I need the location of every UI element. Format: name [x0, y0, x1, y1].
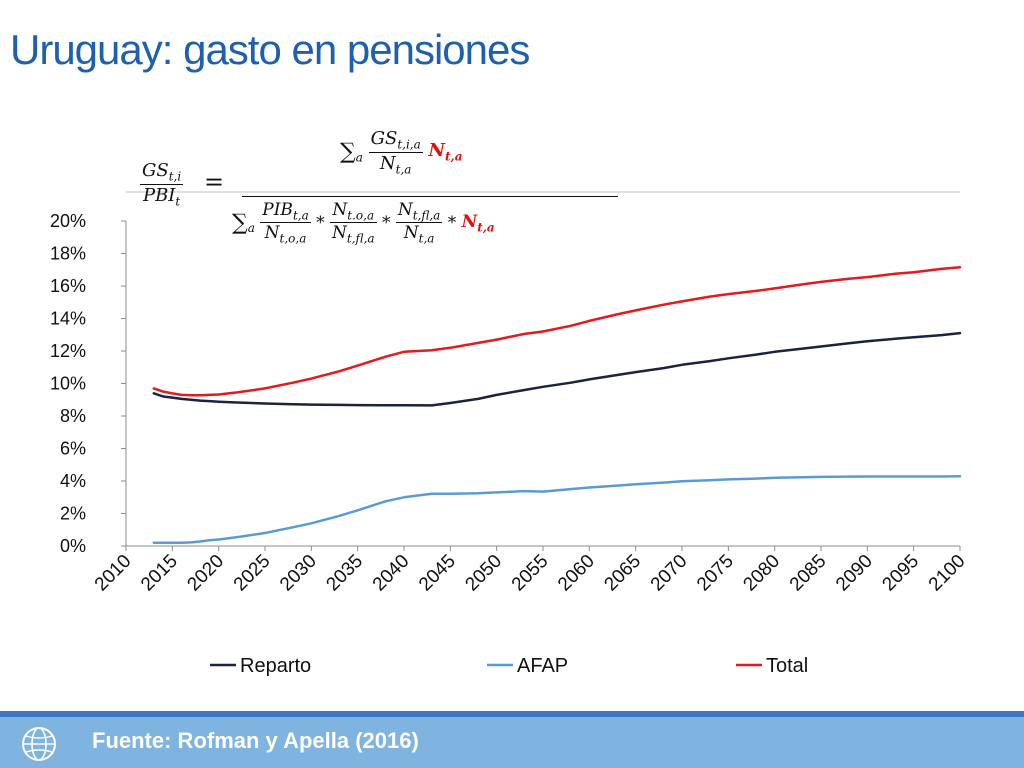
series-lines: [152, 266, 962, 545]
y-tick-label: 12%: [50, 341, 86, 361]
y-tick-label: 16%: [50, 276, 86, 296]
x-tick-label: 2075: [693, 551, 738, 596]
x-tick-label: 2015: [137, 551, 182, 596]
pension-spending-chart: 0%2%4%6%8%10%12%14%16%18%20% 2010 2015 202…: [50, 191, 970, 677]
y-tick-label: 2%: [60, 504, 86, 524]
x-tick-label: 2020: [183, 551, 228, 596]
formula-denominator: ∑a PIBt,a Nt,o,a * Nt.o,a Nt,fl,a * Nt,f…: [232, 200, 495, 246]
y-tick-label: 10%: [50, 374, 86, 394]
x-tick-label: 2045: [415, 551, 460, 596]
x-tick-label: 2070: [647, 551, 692, 596]
formula-numerator: ∑a GSt,i,a Nt,a Nt,a: [340, 128, 463, 177]
legend-label-total: Total: [766, 655, 808, 677]
y-tick-label: 8%: [60, 406, 86, 426]
x-tick-label: 2060: [554, 551, 599, 596]
y-tick-label: 6%: [60, 439, 86, 459]
x-tick-label: 2090: [832, 551, 877, 596]
formula-equals: =: [204, 168, 225, 196]
x-tick-label: 2040: [369, 551, 414, 596]
footer: Fuente: Rofman y Apella (2016): [0, 717, 1024, 768]
y-tick-label: 4%: [60, 471, 86, 491]
x-tick-label: 2025: [230, 551, 275, 596]
formula-main-bar: [242, 196, 618, 197]
legend-label-afap: AFAP: [517, 655, 568, 677]
x-tick-label: 2010: [91, 551, 136, 596]
y-tick-label: 0%: [60, 536, 86, 556]
globe-icon: [22, 727, 56, 761]
series-line-afap: [152, 475, 962, 545]
legend-label-reparto: Reparto: [240, 655, 311, 677]
y-tick-label: 20%: [50, 211, 86, 231]
slide-title: Uruguay: gasto en pensiones: [10, 26, 530, 73]
x-tick-label: 2080: [739, 551, 784, 596]
series-line-reparto: [152, 331, 962, 407]
source-note: Fuente: Rofman y Apella (2016): [92, 728, 419, 753]
pension-formula: GSt,i PBIt = ∑a GSt,i,a Nt,a Nt,a ∑a PIB…: [140, 128, 640, 278]
x-axis: 2010 2015 2020 2025 2030 2035 2040 2045 2050 2055…: [91, 545, 970, 596]
x-tick-label: 2065: [600, 551, 645, 596]
y-tick-label: 14%: [50, 309, 86, 329]
x-tick-label: 2030: [276, 551, 321, 596]
x-tick-label: 2050: [461, 551, 506, 596]
x-tick-label: 2035: [322, 551, 367, 596]
footer-accent-bar: [0, 711, 1024, 717]
y-axis: 0% 2% 4% 6% 8% 10% 12% 14% 16% 18% 20%: [50, 191, 960, 556]
x-tick-label: 2055: [508, 551, 553, 596]
x-tick-label: 2100: [925, 551, 970, 596]
series-line-total: [152, 266, 962, 397]
x-tick-label: 2085: [786, 551, 831, 596]
x-tick-label: 2095: [878, 551, 923, 596]
y-tick-label: 18%: [50, 244, 86, 264]
formula-lhs: GSt,i PBIt: [140, 160, 184, 209]
chart-legend: Reparto AFAP Total: [210, 655, 808, 677]
